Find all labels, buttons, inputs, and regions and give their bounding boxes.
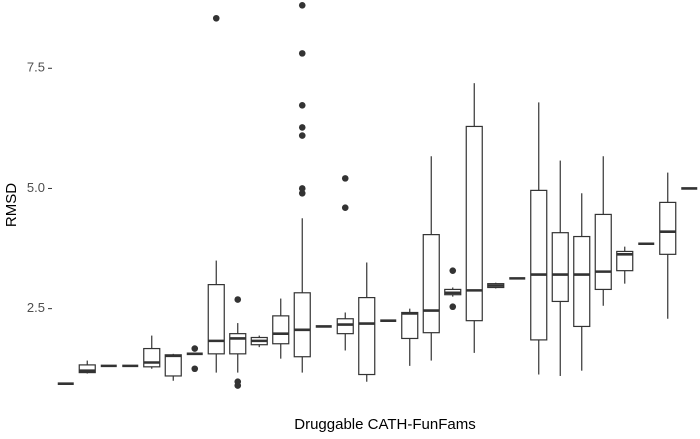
box — [594, 213, 612, 291]
outlier — [298, 50, 306, 57]
box — [530, 189, 548, 341]
y-tick-label: 5.0 — [27, 180, 45, 195]
box — [358, 296, 376, 376]
box — [78, 364, 96, 374]
outlier — [341, 204, 349, 211]
outlier — [212, 14, 220, 22]
y-tick-label: 7.5 — [27, 60, 45, 75]
box — [272, 315, 290, 345]
y-tick-label: 2.5 — [27, 300, 45, 315]
box — [229, 333, 247, 355]
box — [551, 232, 569, 303]
outlier — [298, 132, 306, 139]
outlier — [449, 267, 457, 274]
box — [616, 250, 634, 272]
box — [207, 284, 225, 355]
box — [659, 201, 677, 255]
box — [143, 347, 161, 368]
outlier — [191, 345, 199, 352]
outlier — [298, 124, 306, 131]
x-axis-label: Druggable CATH-FunFams — [294, 416, 475, 433]
box — [293, 292, 311, 358]
outlier — [298, 189, 306, 197]
outlier — [298, 1, 306, 9]
box — [164, 354, 182, 377]
box — [401, 311, 419, 340]
outlier — [234, 296, 242, 303]
outlier — [341, 175, 349, 182]
box — [465, 125, 483, 322]
y-axis-label: RMSD — [3, 183, 20, 227]
box — [573, 235, 591, 328]
outlier — [234, 382, 242, 389]
outlier — [298, 101, 306, 109]
outlier — [298, 185, 306, 192]
box — [336, 318, 354, 335]
box — [422, 234, 440, 334]
outlier — [449, 303, 457, 311]
outlier — [191, 365, 199, 373]
